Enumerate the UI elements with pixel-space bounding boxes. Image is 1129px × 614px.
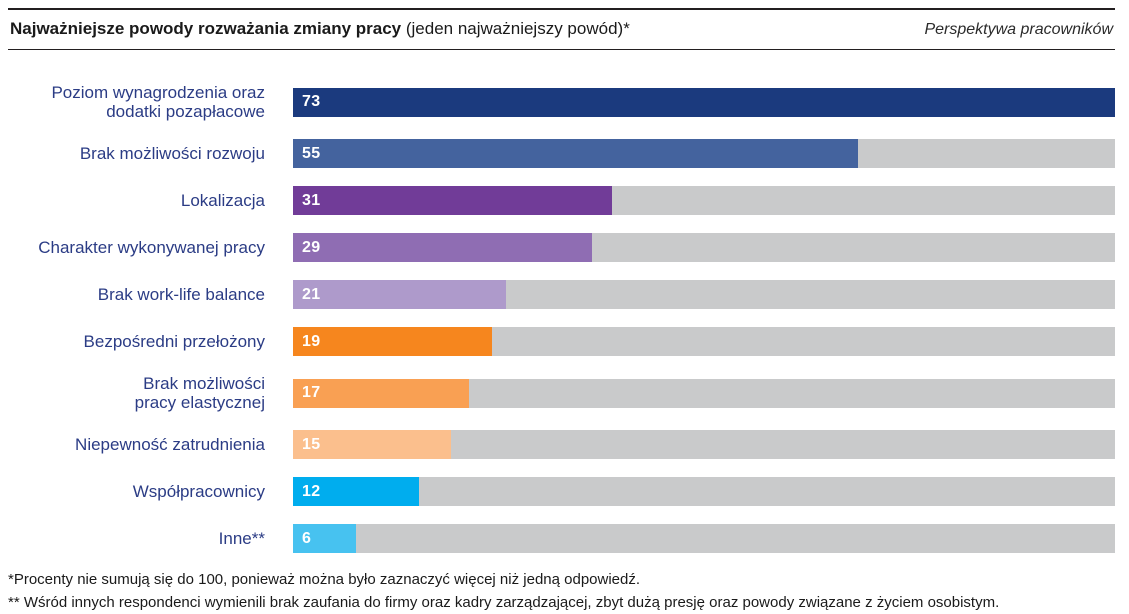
bar-track: 73: [293, 87, 1115, 117]
chart-row: Inne** 6: [8, 524, 1115, 553]
category-label: Charakter wykonywanej pracy: [38, 238, 265, 257]
bar-fill: 19: [293, 327, 492, 356]
chart-row: Bezpośredni przełożony 19: [8, 327, 1115, 356]
category-label: Współpracownicy: [132, 482, 265, 501]
bar-track: 15: [293, 430, 1115, 459]
category-label: Brak możliwości pracy elastycznej: [134, 374, 265, 412]
bar-value-label: 12: [302, 482, 321, 500]
bar-track: 29: [293, 233, 1115, 262]
chart-row: Poziom wynagrodzenia oraz dodatki pozapł…: [8, 83, 1115, 121]
bar-track: 21: [293, 280, 1115, 309]
bar-fill: 21: [293, 280, 506, 309]
bar-value-label: 73: [302, 93, 321, 110]
chart-row: Brak work-life balance 21: [8, 280, 1115, 309]
chart-row: Charakter wykonywanej pracy 29: [8, 233, 1115, 262]
footnote-2: ** Wśród innych respondenci wymienili br…: [8, 594, 1000, 611]
chart-row: Niepewność zatrudnienia 15: [8, 430, 1115, 459]
bar-fill: 6: [293, 524, 357, 553]
bar-value-label: 29: [302, 238, 321, 256]
category-label: Poziom wynagrodzenia oraz dodatki pozapł…: [51, 83, 265, 121]
perspective-note: Perspektywa pracowników: [924, 21, 1113, 38]
bar-track: 6: [293, 524, 1115, 553]
bar-fill: 29: [293, 233, 593, 262]
chart-title-main: Najważniejsze powody rozważania zmiany p…: [10, 19, 402, 38]
chart-header: Najważniejsze powody rozważania zmiany p…: [8, 8, 1115, 50]
bar-chart: Poziom wynagrodzenia oraz dodatki pozapł…: [8, 83, 1115, 553]
chart-row: Brak możliwości pracy elastycznej 17: [8, 374, 1115, 412]
chart-title-subtitle: (jeden najważniejszy powód)*: [401, 19, 630, 38]
bar-value-label: 15: [302, 435, 321, 453]
bar-value-label: 31: [302, 191, 321, 209]
bar-track: 55: [293, 139, 1115, 168]
bar-fill: 12: [293, 477, 419, 506]
bar-value-label: 21: [302, 285, 321, 303]
bar-fill: 73: [293, 87, 1115, 117]
bar-fill: 15: [293, 430, 451, 459]
bar-track: 12: [293, 477, 1115, 506]
bar-value-label: 17: [302, 384, 321, 401]
bar-track: 19: [293, 327, 1115, 356]
bar-fill: 31: [293, 186, 612, 215]
chart-row: Lokalizacja 31: [8, 186, 1115, 215]
category-label: Brak możliwości rozwoju: [79, 144, 265, 163]
category-label: Niepewność zatrudnienia: [75, 435, 265, 454]
category-label: Inne**: [218, 529, 265, 548]
footnotes: *Procenty nie sumują się do 100, poniewa…: [8, 568, 1115, 614]
bar-value-label: 6: [302, 529, 312, 547]
bar-fill: 17: [293, 378, 469, 408]
bar-value-label: 19: [302, 332, 321, 350]
footnote-1: *Procenty nie sumują się do 100, poniewa…: [8, 571, 641, 588]
category-label: Brak work-life balance: [97, 285, 265, 304]
bar-track: 17: [293, 378, 1115, 408]
chart-row: Współpracownicy 12: [8, 477, 1115, 506]
bar-value-label: 55: [302, 144, 321, 162]
chart-row: Brak możliwości rozwoju 55: [8, 139, 1115, 168]
category-label: Lokalizacja: [180, 191, 265, 210]
category-label: Bezpośredni przełożony: [83, 332, 265, 351]
bar-fill: 55: [293, 139, 858, 168]
chart-title: Najważniejsze powody rozważania zmiany p…: [10, 19, 630, 39]
bar-track: 31: [293, 186, 1115, 215]
